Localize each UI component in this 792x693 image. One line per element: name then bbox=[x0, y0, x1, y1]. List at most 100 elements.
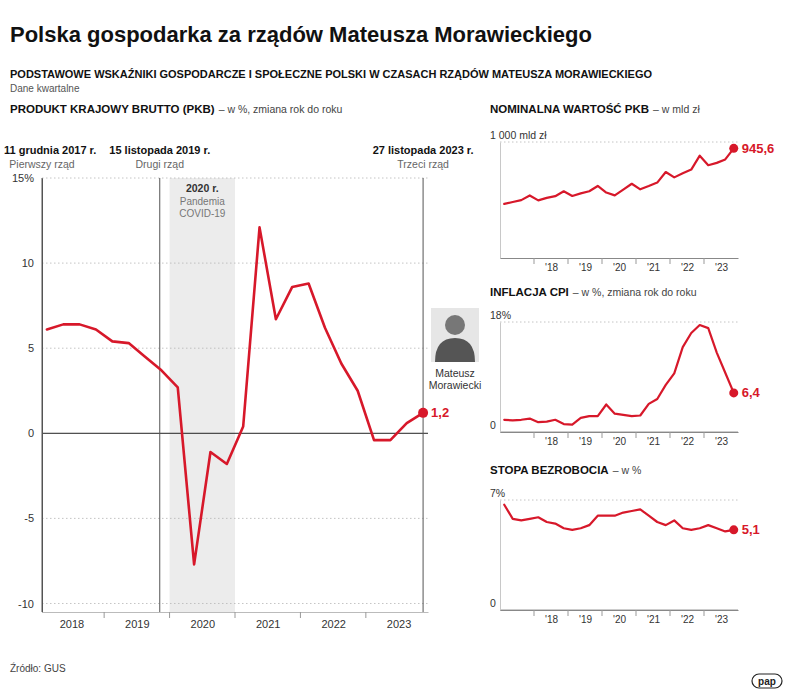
x-tick: '23 bbox=[715, 432, 728, 447]
y-tick-label: 0 bbox=[490, 419, 496, 431]
x-tick: '21 bbox=[647, 610, 660, 625]
panel: INFLACJA CPI– w %, zmiana rok do roku 0 18… bbox=[490, 286, 761, 447]
grid-line bbox=[42, 518, 428, 519]
x-tick-label: '23 bbox=[715, 262, 728, 273]
y-tick: 18% bbox=[490, 309, 511, 323]
x-tick-label: '22 bbox=[681, 614, 694, 625]
panel-title: PRODUKT KRAJOWY BRUTTO (PKB)– w %, zmian… bbox=[10, 103, 343, 115]
band-text-line: Pandemia bbox=[180, 196, 225, 207]
x-tick: '19 bbox=[579, 432, 592, 447]
x-tick-label: 2022 bbox=[321, 618, 345, 630]
grid-line bbox=[42, 603, 428, 604]
plot-data bbox=[47, 227, 428, 564]
year-separator bbox=[602, 432, 603, 438]
panel-title: STOPA BEZROBOCIA – w % bbox=[490, 464, 641, 476]
y-tick-label: 0 bbox=[490, 597, 496, 609]
x-tick: '22 bbox=[681, 432, 694, 447]
year-separator bbox=[636, 258, 637, 264]
end-label: 5,1 bbox=[742, 522, 760, 537]
source: Źródło: GUS bbox=[10, 662, 66, 674]
year-separator bbox=[169, 612, 170, 618]
x-tick-label: '22 bbox=[681, 262, 694, 273]
y-tick-label: 5 bbox=[28, 342, 34, 354]
x-tick-label: '23 bbox=[715, 614, 728, 625]
x-tick-label: '20 bbox=[613, 614, 626, 625]
x-tick: '18 bbox=[545, 258, 558, 273]
y-tick: 1 000 mld zł bbox=[490, 129, 547, 143]
x-tick: 2022 bbox=[321, 612, 345, 630]
panel-title-main: INFLACJA CPI bbox=[490, 286, 569, 298]
x-tick: 2023 bbox=[387, 612, 411, 630]
x-tick-label: '22 bbox=[681, 436, 694, 447]
year-separator bbox=[568, 258, 569, 264]
x-axis-line bbox=[501, 610, 739, 611]
plot-data bbox=[504, 505, 738, 535]
y-axis: 07% bbox=[490, 487, 505, 611]
band-text: PandemiaCOVID-19 bbox=[179, 196, 226, 219]
year-separator bbox=[300, 612, 301, 618]
x-tick: 2018 bbox=[60, 612, 84, 630]
x-tick-label: '21 bbox=[647, 262, 660, 273]
year-separator bbox=[602, 258, 603, 264]
annotation-text: Trzeci rząd bbox=[397, 158, 449, 170]
grid bbox=[500, 500, 738, 610]
zero-line bbox=[500, 432, 738, 433]
panel-title-unit: – w % bbox=[613, 464, 642, 476]
y-tick-label: 15% bbox=[12, 172, 34, 184]
x-tick: '20 bbox=[613, 432, 626, 447]
annotation-text: Pierwszy rząd bbox=[9, 158, 75, 170]
x-tick-label: 2018 bbox=[60, 618, 84, 630]
y-tick: 0 bbox=[490, 597, 500, 611]
government-line bbox=[42, 178, 43, 612]
end-dot bbox=[729, 388, 738, 397]
x-tick-label: '18 bbox=[545, 262, 558, 273]
grid-line bbox=[42, 263, 428, 264]
year-separator bbox=[636, 432, 637, 438]
year-separator bbox=[704, 610, 705, 616]
year-separator bbox=[704, 258, 705, 264]
panel-title-main: STOPA BEZROBOCIA bbox=[490, 464, 609, 476]
x-tick-label: '20 bbox=[613, 436, 626, 447]
zero-line bbox=[500, 610, 738, 611]
x-tick-label: 2020 bbox=[191, 618, 215, 630]
x-tick-label: '19 bbox=[579, 436, 592, 447]
year-separator bbox=[365, 612, 366, 618]
x-tick: '23 bbox=[715, 610, 728, 625]
end-dot bbox=[729, 144, 738, 153]
y-tick: 10 bbox=[22, 257, 42, 269]
x-tick: '18 bbox=[545, 610, 558, 625]
x-axis-line bbox=[501, 258, 739, 259]
x-tick-label: '19 bbox=[579, 614, 592, 625]
year-separator bbox=[568, 610, 569, 616]
x-axis: '18'19'20'21'22'23 bbox=[501, 432, 739, 447]
portrait-head bbox=[445, 315, 465, 335]
x-tick-label: '18 bbox=[545, 614, 558, 625]
data-line bbox=[504, 325, 734, 425]
x-tick: '23 bbox=[715, 258, 728, 273]
x-tick: 2020 bbox=[191, 612, 215, 630]
annotation-label: 11 grudnia 2017 r. bbox=[4, 144, 96, 156]
note: Dane kwartalne bbox=[10, 83, 80, 94]
grid-line bbox=[500, 322, 738, 323]
x-tick: '18 bbox=[545, 432, 558, 447]
x-tick: '19 bbox=[579, 258, 592, 273]
y-axis: 1 000 mld zł bbox=[490, 129, 547, 259]
x-tick-label: '18 bbox=[545, 436, 558, 447]
end-dot bbox=[729, 525, 738, 534]
government-line bbox=[423, 178, 424, 612]
panel-title-main: PRODUKT KRAJOWY BRUTTO (PKB) bbox=[10, 103, 215, 115]
portrait-body bbox=[435, 338, 475, 362]
y-tick-label: -5 bbox=[24, 512, 34, 524]
logo-frame bbox=[752, 674, 782, 688]
y-tick: -5 bbox=[24, 512, 42, 524]
panel-title-main: NOMINALNA WARTOŚĆ PKB bbox=[490, 103, 649, 115]
y-tick: 0 bbox=[28, 427, 42, 439]
y-tick-label: 10 bbox=[22, 257, 34, 269]
annotation-label: 15 listopada 2019 r. bbox=[109, 144, 210, 156]
end-dot bbox=[418, 408, 428, 418]
x-tick-label: '19 bbox=[579, 262, 592, 273]
x-tick-label: '23 bbox=[715, 436, 728, 447]
panel-title: INFLACJA CPI– w %, zmiana rok do roku bbox=[490, 286, 697, 298]
grid bbox=[500, 142, 738, 143]
y-tick: 0 bbox=[490, 419, 500, 433]
